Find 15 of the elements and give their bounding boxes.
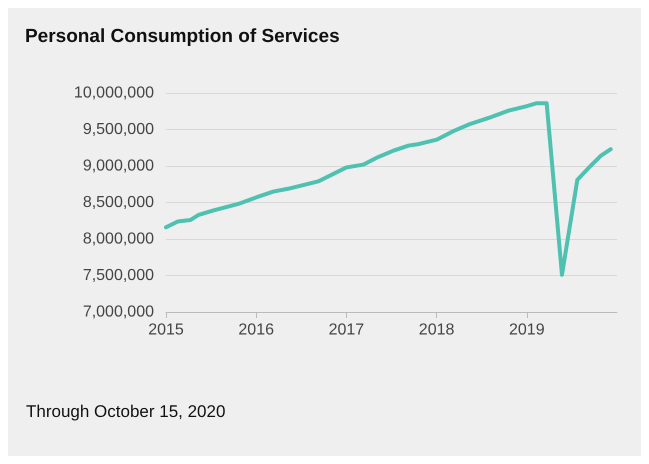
y-tick-label: 8,500,000 [82, 194, 154, 211]
y-tick-label: 9,000,000 [82, 158, 154, 174]
x-tick-label: 2017 [328, 322, 364, 338]
x-tick-label: 2016 [238, 322, 274, 338]
y-tick-label: 9,500,000 [82, 121, 154, 138]
y-tick-label: 7,000,000 [82, 304, 154, 320]
line-series [164, 101, 613, 277]
x-tick-label: 2018 [418, 322, 454, 338]
text: Through October 15, 2020 [26, 402, 226, 421]
x-tick-label: 2019 [509, 322, 545, 338]
y-tick-label: 7,500,000 [82, 267, 154, 284]
y-tick-label: 10,000,000 [74, 84, 154, 102]
y-tick-label: 8,000,000 [82, 230, 154, 248]
x-tick-label: 2015 [148, 322, 184, 338]
chart-title: Personal Consumption of Services [25, 26, 340, 47]
